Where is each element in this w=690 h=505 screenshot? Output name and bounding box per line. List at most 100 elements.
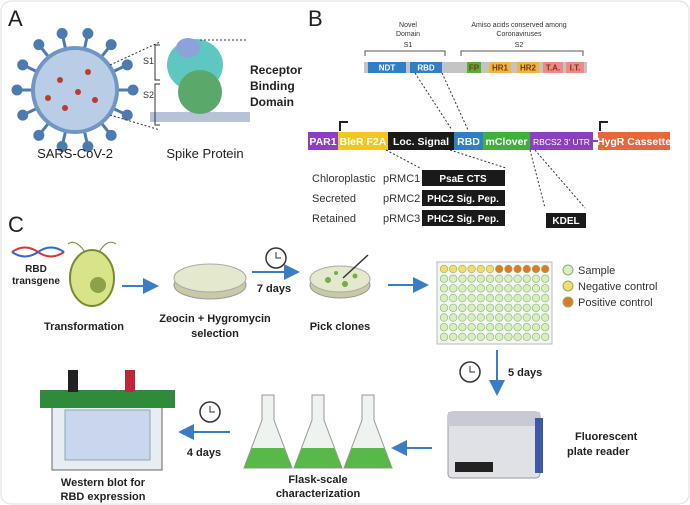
four-days-label: 4 days xyxy=(187,447,221,459)
well xyxy=(439,264,449,274)
well xyxy=(513,332,522,342)
well xyxy=(476,284,485,293)
clock-icon xyxy=(199,401,221,423)
well xyxy=(458,284,467,293)
well xyxy=(485,323,495,332)
well xyxy=(513,264,522,274)
well xyxy=(531,264,541,274)
well xyxy=(458,323,467,332)
well xyxy=(449,313,458,322)
s1-label: S1 xyxy=(143,56,154,66)
virus-spike xyxy=(33,129,45,141)
well xyxy=(513,313,522,322)
well xyxy=(476,264,485,274)
well xyxy=(504,303,513,312)
well xyxy=(485,294,495,303)
s1-header-1: Novel xyxy=(399,22,417,29)
s2-label: S2 xyxy=(143,90,154,100)
well xyxy=(504,332,513,342)
sars-cov-2-virus-illustration xyxy=(11,27,139,153)
well xyxy=(495,264,504,274)
s2-header-3: S2 xyxy=(515,42,524,49)
well xyxy=(531,323,541,332)
plate-legend: Sample Negative control Positive control xyxy=(562,264,658,309)
western-label-1: Western blot for xyxy=(61,477,146,489)
well xyxy=(476,323,485,332)
domain-segments: NDT RBD FP HR1 HR2 T.A. I.T. xyxy=(368,62,584,73)
plate-reader-icon xyxy=(447,411,543,479)
well xyxy=(541,264,550,274)
well xyxy=(467,313,476,322)
panel-c-label: C xyxy=(8,212,24,237)
well xyxy=(504,274,513,283)
legend-swatch xyxy=(562,280,574,292)
domain-label: RBD xyxy=(417,64,435,73)
well xyxy=(513,294,522,303)
well xyxy=(504,313,513,322)
construct-segment xyxy=(598,132,670,150)
seven-days-label: 7 days xyxy=(257,283,291,295)
well xyxy=(495,313,504,322)
domain-label: NDT xyxy=(379,64,396,73)
well xyxy=(495,294,504,303)
construct-label: BleR F2A xyxy=(340,136,387,148)
well xyxy=(495,323,504,332)
petri-dish-colonies-icon xyxy=(309,254,371,299)
well xyxy=(439,323,449,332)
domain-fp xyxy=(467,62,481,73)
well xyxy=(495,284,504,293)
well xyxy=(522,323,531,332)
well xyxy=(439,313,449,322)
well xyxy=(485,274,495,283)
well xyxy=(458,303,467,312)
signal-box xyxy=(422,210,505,226)
virus-spike xyxy=(82,27,94,39)
construct-segment xyxy=(308,132,338,150)
construct-segment xyxy=(388,132,454,150)
signal-label: PHC2 Sig. Pep. xyxy=(427,214,499,225)
well xyxy=(485,332,495,342)
well xyxy=(541,303,550,312)
legend-label: Negative control xyxy=(578,281,658,293)
virus-spike xyxy=(127,84,139,96)
construct-label: RBD xyxy=(457,136,480,148)
well xyxy=(522,274,531,283)
well xyxy=(439,332,449,342)
dna-icon xyxy=(11,246,65,258)
panel-a-label: A xyxy=(8,6,23,31)
flasks-icon xyxy=(243,394,393,469)
virus-spike xyxy=(56,27,68,39)
s2-header-2: Coronaviruses xyxy=(496,31,542,38)
flask-label-2: characterization xyxy=(276,488,361,500)
well xyxy=(541,294,550,303)
legend-label: Sample xyxy=(578,265,615,277)
s1-header-3: S1 xyxy=(404,42,413,49)
well xyxy=(476,313,485,322)
variant-rows: Chloroplastic pRMC1 PsaE CTS Secreted pRMC2 P… xyxy=(312,170,505,226)
variant-plasmid: pRMC2 xyxy=(383,193,420,205)
rbd-label-3: Domain xyxy=(250,95,294,109)
well xyxy=(504,284,513,293)
well xyxy=(449,332,458,342)
well xyxy=(495,332,504,342)
well xyxy=(458,313,467,322)
spike-label: Spike Protein xyxy=(166,146,243,161)
well xyxy=(439,294,449,303)
well xyxy=(467,264,476,274)
domain-hr1 xyxy=(489,62,511,73)
virus-spike xyxy=(82,141,94,153)
well xyxy=(541,313,550,322)
virus-spike xyxy=(17,59,29,71)
well xyxy=(513,323,522,332)
well xyxy=(531,294,541,303)
variant-row: Retained pRMC3 PHC2 Sig. Pep. xyxy=(312,210,505,226)
construct-label: Loc. Signal xyxy=(393,136,449,148)
domain-label: HR1 xyxy=(492,64,509,73)
well xyxy=(476,332,485,342)
clock-icon xyxy=(265,247,287,269)
well xyxy=(458,274,467,283)
well xyxy=(476,303,485,312)
well xyxy=(439,284,449,293)
well xyxy=(531,313,541,322)
well xyxy=(522,264,531,274)
